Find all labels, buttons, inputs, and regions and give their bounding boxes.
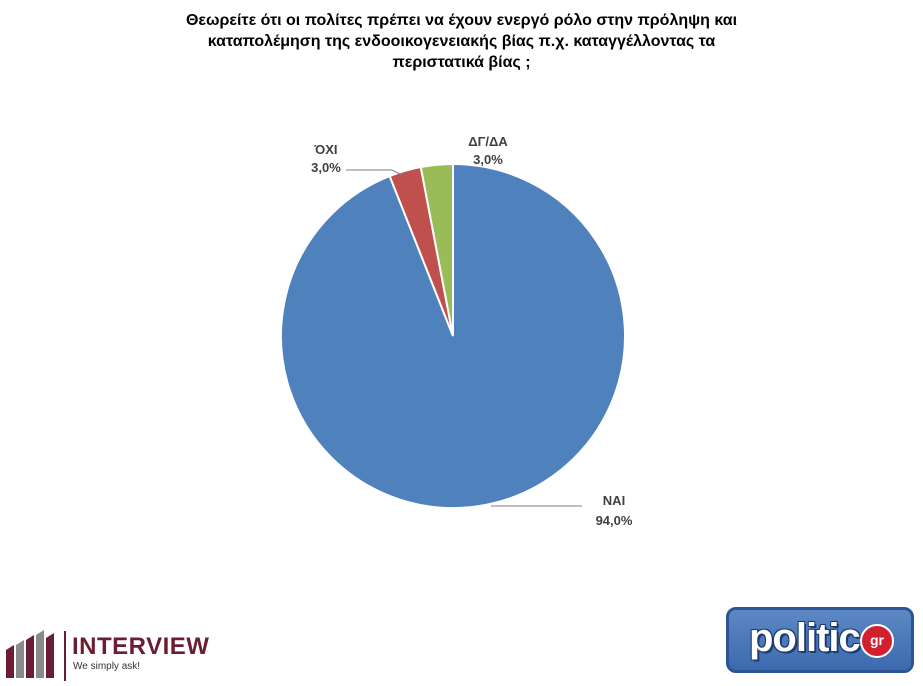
interview-logo-name: INTERVIEW xyxy=(72,633,210,660)
politic-logo-gr-badge: gr xyxy=(860,624,894,658)
interview-logo-tagline: We simply ask! xyxy=(73,661,141,672)
chart-title-line-2: καταπολέμηση της ενδοοικογενειακής βίας … xyxy=(207,33,716,50)
interview-bars-icon xyxy=(6,630,54,678)
chart-title-line-3: περιστατικά βίας ; xyxy=(392,54,531,71)
pie-slice-2 xyxy=(419,162,454,337)
pie-category-label-1: ΌΧΙ xyxy=(313,142,337,157)
politic-logo-word: politic xyxy=(749,616,861,660)
pie-category-label-0: ΝΑΙ xyxy=(603,493,625,508)
interview-logo-divider xyxy=(64,631,66,681)
pie-slice-0 xyxy=(280,162,626,509)
pie-leader-line-1 xyxy=(346,169,403,176)
chart-title: Θεωρείτε ότι οι πολίτες πρέπει να έχουν … xyxy=(60,10,863,73)
pie-category-label-2: ΔΓ/ΔΑ xyxy=(468,134,508,149)
pie-labels: ΝΑΙ 94,0% ΌΧΙ 3,0% ΔΓ/ΔΑ 3,0% xyxy=(311,134,633,528)
pie-value-label-0: 94,0% xyxy=(596,513,633,528)
chart-title-line-1: Θεωρείτε ότι οι πολίτες πρέπει να έχουν … xyxy=(185,12,738,29)
pie-value-label-2: 3,0% xyxy=(473,152,503,167)
politic-gr-logo: politic gr xyxy=(726,607,914,673)
pie-slices xyxy=(280,162,626,509)
pie-value-label-1: 3,0% xyxy=(311,160,341,175)
interview-logo: INTERVIEW We simply ask! xyxy=(4,628,219,684)
